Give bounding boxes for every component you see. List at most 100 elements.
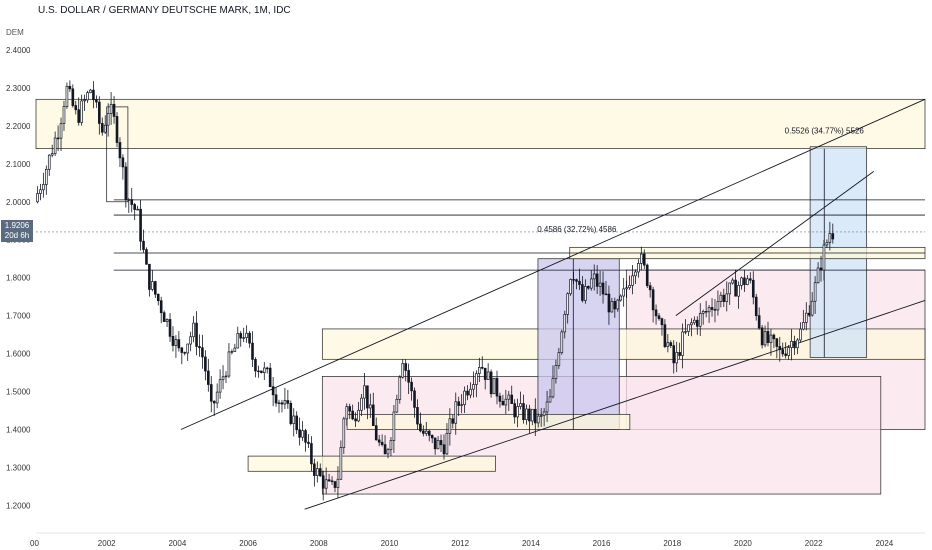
candle-down (209, 384, 213, 402)
x-tick-label: 2004 (168, 539, 186, 548)
candle-down (327, 479, 331, 482)
candle-up (728, 282, 732, 295)
candle-up (436, 440, 440, 450)
candle-down (466, 390, 469, 396)
candle-down (118, 142, 122, 159)
candle-up (799, 328, 802, 341)
candle-up (65, 85, 69, 107)
candle-up (825, 242, 829, 246)
candle-up (719, 294, 723, 302)
candle-down (295, 415, 298, 431)
horizontal-lines-layer (36, 199, 925, 271)
x-tick-label: 2024 (875, 539, 893, 548)
candle-down (321, 475, 325, 489)
candle-up (62, 106, 66, 124)
candle-up (637, 263, 640, 273)
candle-down (92, 89, 95, 101)
candle-down (807, 312, 811, 316)
candle-down (651, 289, 655, 311)
candle-down (613, 301, 617, 310)
candle-down (168, 319, 172, 337)
measure-label-2014: 0.4586 (32.72%) 4586 (537, 225, 617, 234)
candle-up (545, 401, 549, 413)
candle-down (268, 367, 272, 388)
candle-down (427, 430, 431, 436)
candle-down (451, 418, 455, 424)
candle-down (310, 443, 313, 465)
candle-down (831, 233, 835, 240)
candle-down (760, 327, 764, 346)
x-axis: 00 2002 2004 2006 2008 2010 2012 2014 2016 2018 20… (30, 532, 925, 548)
candle-up (215, 391, 219, 404)
current-price-value: 1.9206 (4, 221, 30, 230)
candle-down (704, 311, 708, 313)
candle-down (483, 367, 487, 380)
x-tick-label: 2002 (98, 539, 116, 548)
measure-label-2021: 0.5526 (34.77%) 5526 (785, 126, 865, 135)
candle-up (631, 275, 634, 286)
candle-up (560, 331, 564, 354)
candle-up (103, 124, 107, 133)
candle-down (239, 333, 243, 339)
y-axis: 2.40002.30002.20002.10002.00001.90001.80… (6, 46, 31, 510)
candle-up (763, 331, 767, 346)
candle-up (233, 347, 237, 352)
candle-down (498, 395, 502, 402)
candle-down (422, 430, 425, 434)
candle-up (363, 385, 366, 399)
candle-down (439, 440, 443, 446)
candle-down (121, 157, 125, 168)
candle-up (598, 282, 602, 287)
candle-down (751, 279, 755, 298)
zone-resistance-top (35, 98, 926, 149)
candle-up (389, 440, 393, 450)
candle-down (145, 249, 148, 265)
candle-up (486, 371, 490, 380)
candle-down (374, 425, 378, 441)
candle-up (616, 299, 620, 310)
candle-down (601, 282, 605, 295)
candle-up (589, 278, 593, 289)
x-tick-label: 2012 (451, 539, 469, 548)
candle-up (460, 404, 463, 406)
candle-up (277, 402, 281, 405)
x-tick-label: 2018 (663, 539, 681, 548)
candle-up (619, 295, 623, 301)
candle-down (510, 394, 514, 404)
candle-down (654, 309, 658, 317)
candle-down (162, 312, 166, 322)
candle-up (174, 339, 178, 346)
x-tick-label: 00 (30, 539, 39, 548)
candle-up (828, 233, 832, 243)
candle-up (395, 399, 399, 413)
candle-up (666, 342, 670, 347)
candle-down (171, 336, 175, 346)
candle-down (442, 444, 446, 455)
candle-down (781, 349, 785, 355)
candle-up (392, 411, 396, 441)
candle-down (642, 253, 646, 266)
candle-down (377, 439, 381, 443)
candle-down (56, 137, 60, 140)
candle-down (581, 284, 584, 301)
candle-down (404, 363, 407, 371)
y-tick-label: 1.6000 (6, 350, 31, 359)
candle-down (528, 408, 531, 422)
candle-down (784, 353, 787, 356)
candle-up (59, 123, 63, 139)
candle-up (516, 406, 519, 418)
candle-up (127, 199, 131, 201)
candle-down (304, 430, 307, 443)
candle-down (660, 318, 664, 326)
candle-up (802, 322, 805, 330)
y-tick-label: 1.7000 (6, 312, 31, 321)
trendline-channel (675, 171, 875, 317)
candle-up (796, 339, 799, 349)
candle-up (136, 208, 139, 211)
candle-up (634, 271, 637, 277)
y-tick-label: 2.2000 (6, 122, 31, 131)
candle-up (463, 390, 466, 405)
candle-down (313, 463, 316, 476)
candle-down (100, 123, 104, 133)
candle-up (86, 92, 89, 101)
